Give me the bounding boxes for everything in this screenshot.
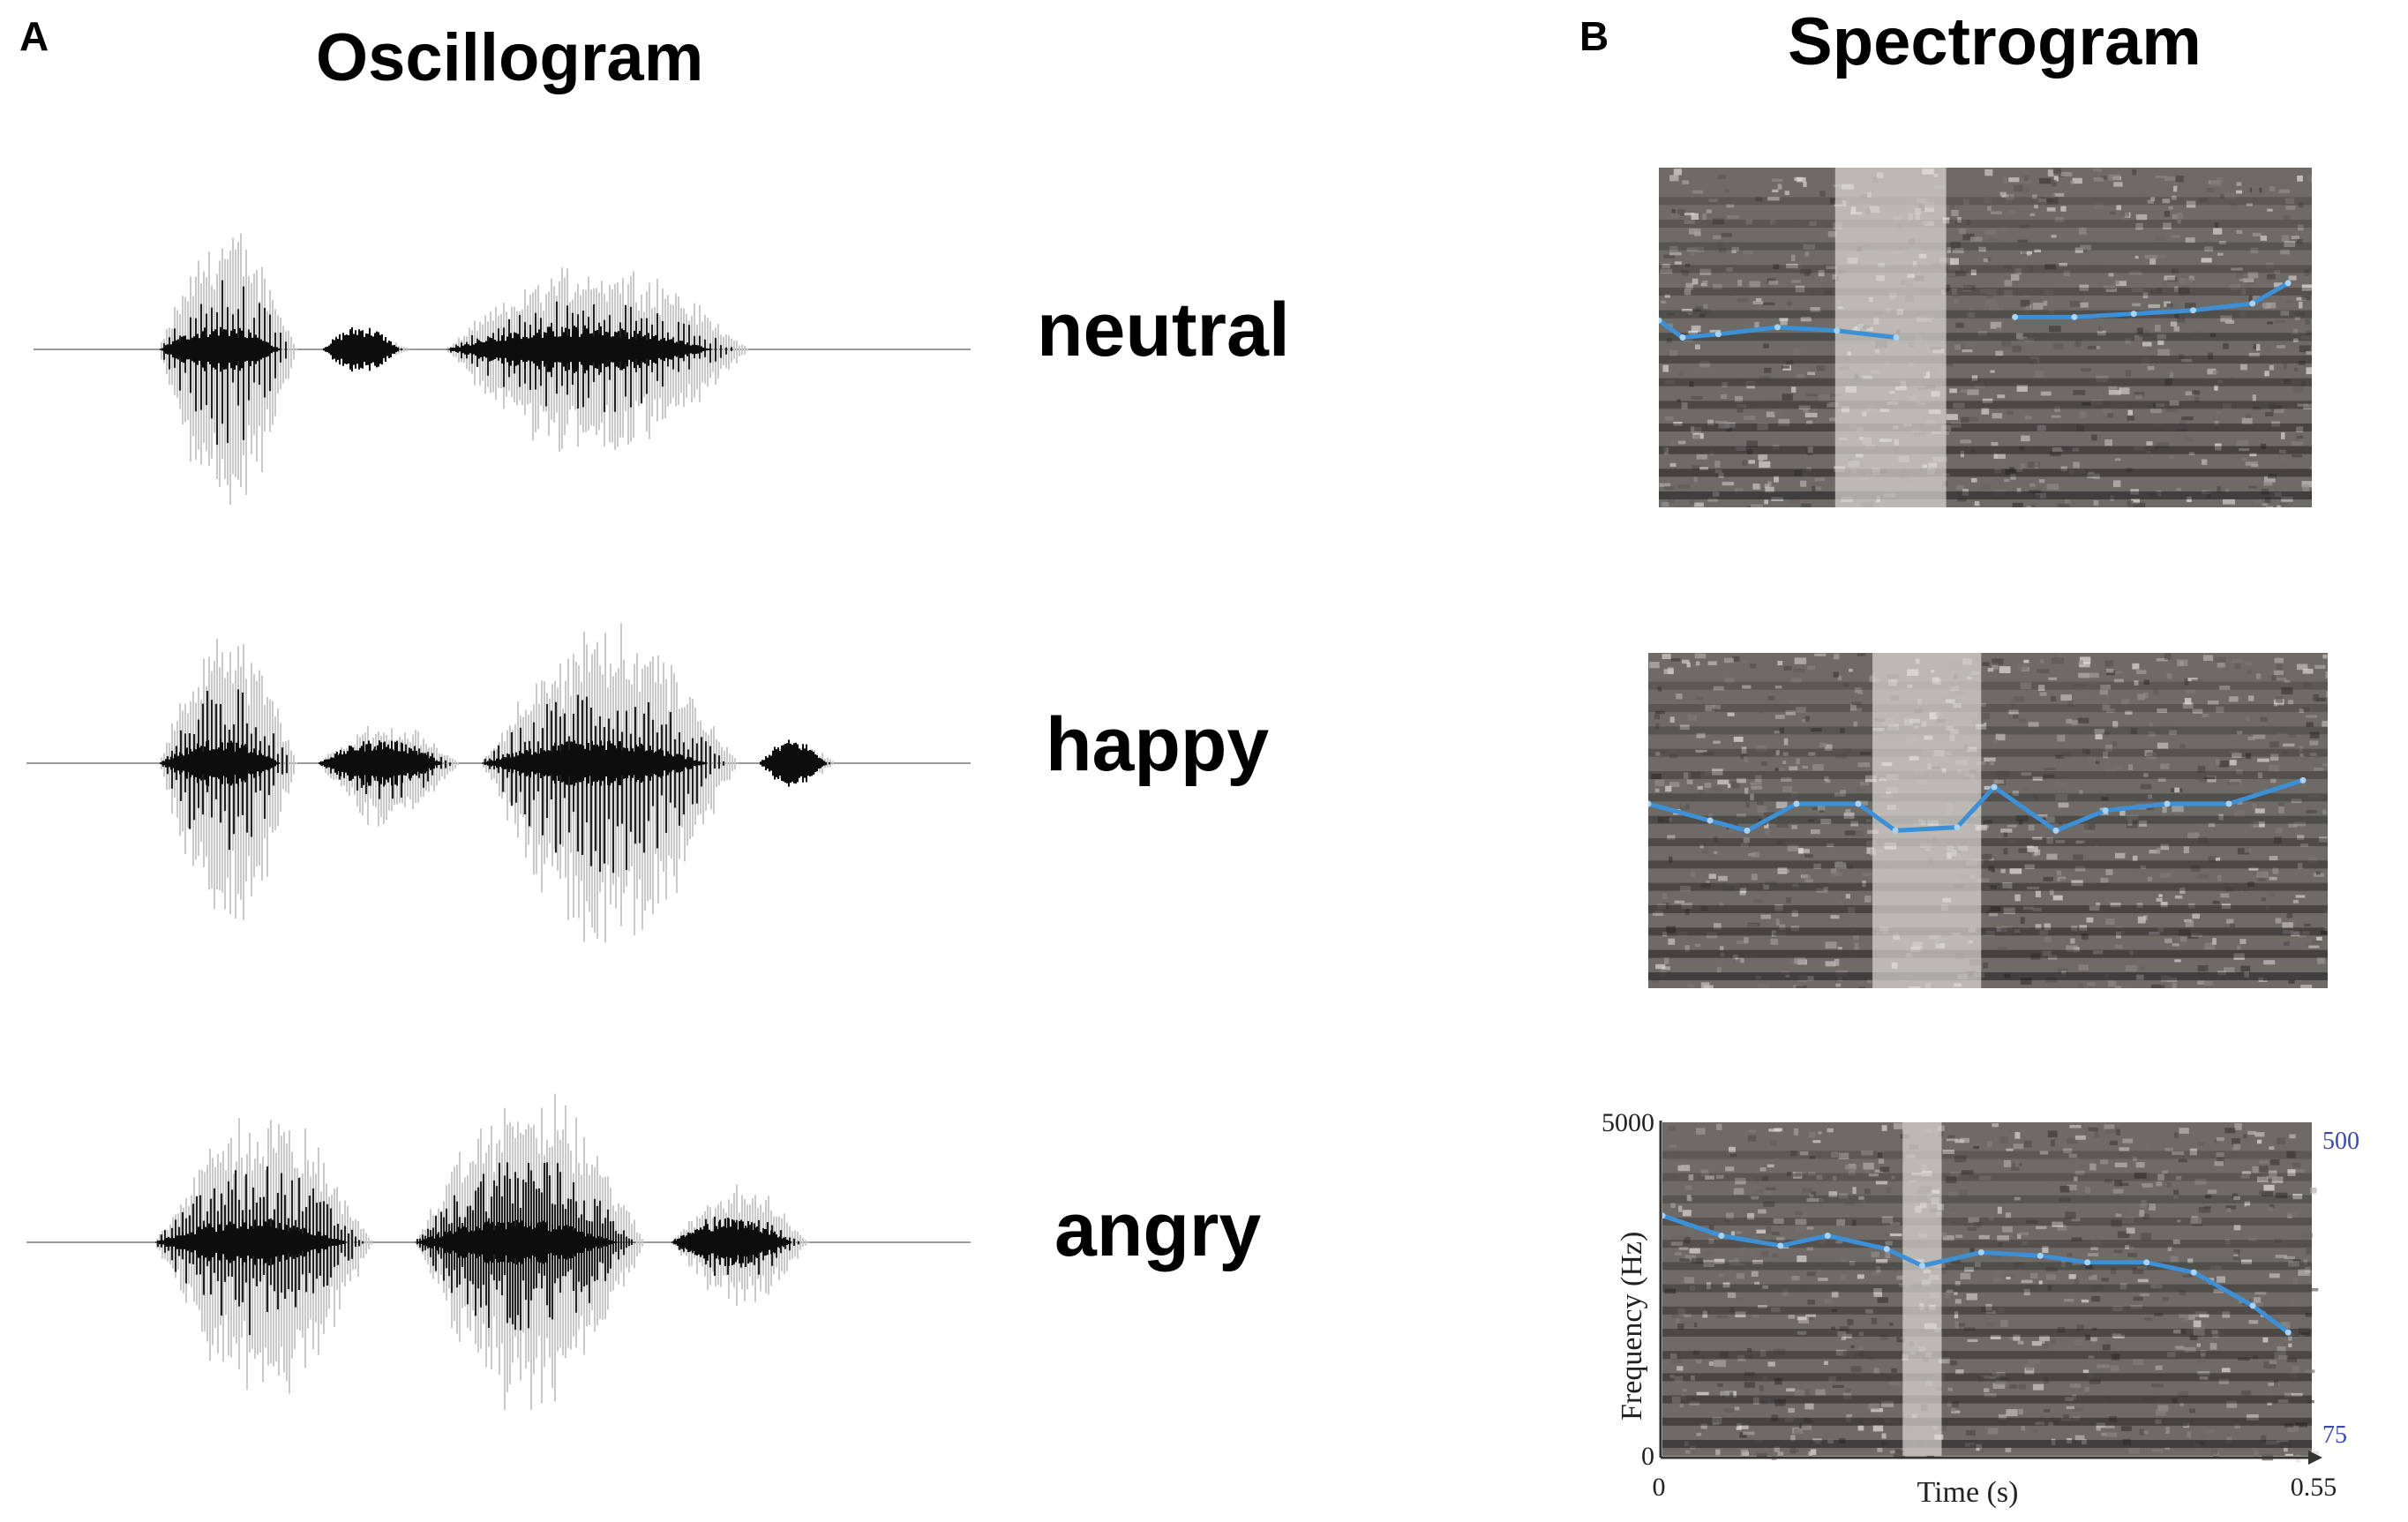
pitch-contour-point — [1714, 331, 1722, 338]
spectrogram-angry — [1659, 1122, 2319, 1463]
panel-a-letter: A — [19, 13, 49, 59]
x-axis-end-label: 0.55 — [2291, 1473, 2337, 1502]
pitch-contour-point — [1883, 1246, 1890, 1253]
pitch-contour-point — [2012, 313, 2019, 320]
pitch-contour-point — [1855, 800, 1862, 807]
emotion-label-neutral: neutral — [1037, 288, 1290, 372]
pitch-contour-point — [1718, 1233, 1725, 1239]
pitch-contour-point — [2037, 1252, 2044, 1259]
pitch-contour-point — [1918, 1263, 1925, 1269]
spectrogram-image — [1648, 653, 2328, 988]
y-axis-title: Frequency (Hz) — [1616, 1232, 1648, 1421]
pitch-contour-point — [2164, 800, 2171, 807]
pitch-contour-point — [1744, 827, 1751, 834]
waveform-body — [26, 623, 971, 943]
pitch-contour-point — [2225, 800, 2232, 807]
pitch-contour-point — [2130, 311, 2137, 318]
pitch-contour-point — [1991, 783, 1998, 791]
pitch-contour-point — [2102, 807, 2109, 814]
oscillogram-angry — [26, 1093, 971, 1410]
spectrogram-angry-with-axes: 5000 0 Frequency (Hz) 0 0.55 Time (s) 50… — [1602, 1108, 2359, 1509]
spectrogram-happy — [1648, 653, 2328, 988]
x-axis-title: Time (s) — [1917, 1476, 2019, 1509]
pitch-contour-point — [1824, 1233, 1831, 1239]
pitch-contour-point — [2143, 1259, 2150, 1266]
pitch-contour-point — [2249, 1302, 2256, 1309]
panel-b-letter: B — [1579, 13, 1609, 59]
x-axis-start-label: 0 — [1653, 1473, 1666, 1502]
pitch-contour-line — [1659, 319, 1897, 340]
pitch-contour-point — [1648, 800, 1652, 807]
pitch-contour-point — [2190, 1269, 2197, 1276]
panel-a-title: Oscillogram — [316, 20, 704, 95]
pitch-contour-point — [1707, 817, 1714, 824]
pitch-contour-point — [2299, 776, 2307, 783]
pitch-contour-point — [1777, 1242, 1784, 1249]
emotion-label-happy: happy — [1046, 702, 1270, 787]
pitch-contour-point — [2071, 313, 2078, 320]
pitch-contour-point — [1954, 824, 1961, 831]
pitch-contour-point — [2284, 280, 2292, 287]
pitch-contour-point — [2052, 827, 2059, 834]
pitch-axis-top-label: 500 — [2322, 1128, 2359, 1155]
waveform-body — [26, 1093, 971, 1410]
pitch-contour-point — [2284, 1329, 2292, 1336]
pitch-contour-point — [1659, 317, 1662, 324]
pitch-contour-point — [1892, 827, 1899, 834]
pitch-contour-point — [2084, 1259, 2091, 1266]
pitch-contour-point — [2249, 300, 2256, 307]
y-axis-bottom-label: 0 — [1641, 1442, 1654, 1471]
spectrogram-image — [1659, 1122, 2319, 1463]
emotion-label-angry: angry — [1054, 1188, 1262, 1272]
pitch-contour-point — [1793, 800, 1800, 807]
spectrogram-neutral — [1659, 168, 2312, 507]
x-axis-arrow — [2308, 1451, 2322, 1465]
pitch-axis-bottom-label: 75 — [2322, 1421, 2347, 1449]
y-axis-top-label: 5000 — [1602, 1108, 1654, 1137]
pitch-contour-line — [2014, 281, 2290, 319]
pitch-contour-point — [1679, 334, 1686, 341]
oscillogram-neutral — [34, 233, 971, 506]
pitch-contour-point — [2190, 307, 2196, 314]
panel-b-title: Spectrogram — [1788, 4, 2202, 79]
spectrogram-image — [1659, 168, 2312, 507]
waveform-body — [34, 233, 971, 506]
pitch-contour-point — [1893, 334, 1900, 341]
pitch-contour-point — [1774, 324, 1781, 331]
pitch-contour-point — [1834, 327, 1841, 334]
pitch-contour-point — [1977, 1248, 1984, 1256]
oscillogram-happy — [26, 623, 971, 943]
